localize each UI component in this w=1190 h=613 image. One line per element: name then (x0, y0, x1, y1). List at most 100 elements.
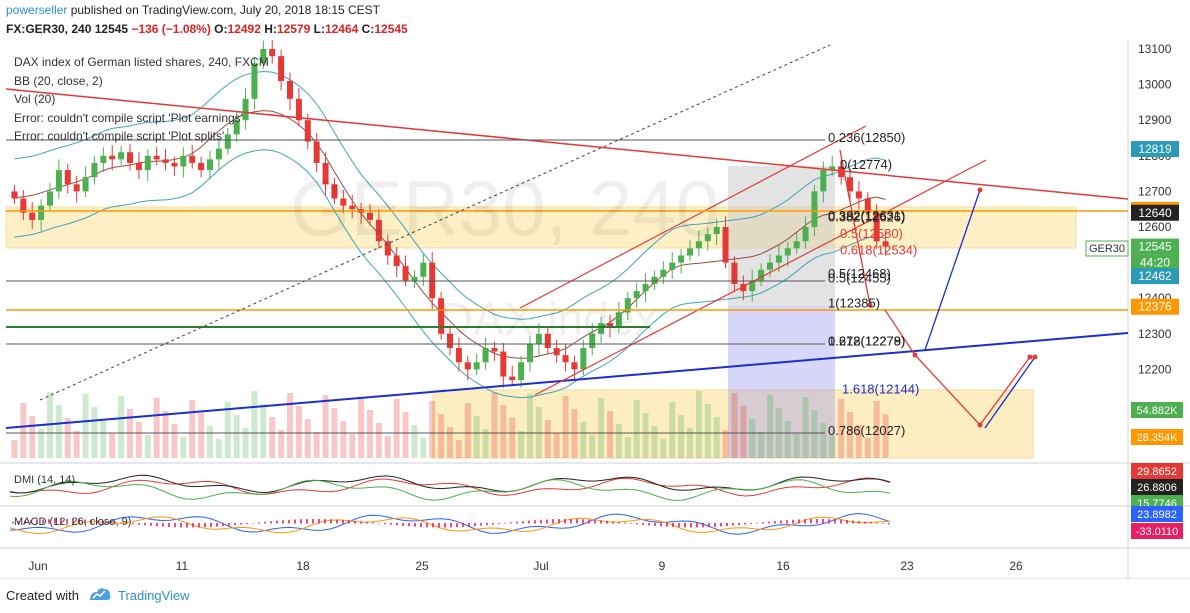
macd-histogram-bar (120, 522, 122, 524)
volume-bar (695, 391, 702, 458)
macd-histogram-bar (432, 523, 434, 528)
macd-histogram-bar (258, 522, 260, 524)
volume-bar (20, 403, 27, 458)
price-chart[interactable]: 0.236(12850) 0(12774) 0.382(12631)0.382(12… (0, 40, 1190, 578)
macd-histogram-bar (366, 521, 368, 524)
volume-bar (455, 440, 462, 458)
volume-bar (100, 420, 107, 458)
macd-histogram-bar (246, 523, 248, 525)
macd-histogram-bar (756, 522, 758, 524)
volume-bar (500, 405, 507, 458)
candle-body (429, 262, 436, 299)
price-tick-label: 12900 (1138, 113, 1172, 127)
macd-histogram-bar (270, 521, 272, 524)
macd-histogram-bar (126, 523, 128, 524)
macd-histogram-bar (30, 520, 32, 524)
volume-bar (171, 424, 178, 458)
fib-label: 0.382(12631) (828, 208, 905, 223)
volume-bar (633, 400, 640, 458)
author-link[interactable]: powerseller (6, 3, 68, 17)
arrow-head-marker (867, 302, 873, 308)
macd-histogram-bar (654, 523, 656, 526)
volume-bar (873, 401, 880, 458)
volume-bar (651, 426, 658, 458)
macd-histogram-bar (90, 519, 92, 524)
macd-histogram-bar (354, 520, 356, 524)
open-label: O: (214, 22, 228, 36)
legend-bb[interactable]: BB (20, close, 2) (14, 73, 103, 88)
macd-histogram-bar (516, 521, 518, 524)
dmi-badge (1131, 479, 1183, 495)
candle-body (740, 283, 747, 292)
candle-body (464, 362, 471, 370)
candle-body (180, 155, 187, 167)
macd-histogram-bar (360, 521, 362, 524)
macd-histogram-bar (66, 519, 68, 524)
macd-histogram-bar (138, 523, 140, 525)
time-tick-label: Jul (533, 559, 548, 573)
projection-path-red (884, 309, 1031, 427)
fib-label: 0.5(12468) (828, 266, 891, 281)
macd-histogram-bar (588, 519, 590, 524)
price-badge-text: 12545 (1138, 240, 1172, 254)
volume-badge (1131, 429, 1183, 445)
price-tick-label: 12200 (1138, 362, 1172, 376)
candle-body (562, 355, 569, 363)
macd-histogram-bar (300, 519, 302, 524)
volume-bar (207, 426, 213, 458)
macd-histogram-bar (864, 521, 866, 524)
macd-badge-text: -33.0110 (1136, 526, 1179, 538)
candle-body (775, 255, 782, 263)
tradingview-link[interactable]: TradingView (118, 588, 190, 603)
dmi-pane-label[interactable]: DMI (14, 14) (14, 474, 76, 486)
macd-histogram-bar (342, 519, 344, 524)
macd-histogram-bar (660, 523, 662, 527)
price-tick-label: 12300 (1138, 327, 1172, 341)
time-tick-label: 25 (415, 559, 429, 573)
macd-histogram-bar (762, 522, 764, 524)
macd-histogram-bar (198, 523, 200, 528)
volume-bar (55, 405, 62, 458)
volume-bar (527, 394, 533, 458)
macd-histogram-bar (252, 522, 254, 524)
macd-badge (1131, 523, 1183, 539)
candle-body (64, 170, 71, 185)
candle-body (162, 159, 169, 163)
candle-body (269, 49, 276, 57)
volume-bar (793, 434, 800, 458)
candle-body (73, 184, 80, 192)
arrow-head-marker (977, 422, 983, 428)
high-label: H: (264, 22, 277, 36)
channel-upper (519, 125, 867, 309)
volume-bar (304, 419, 311, 458)
candle-body (624, 298, 631, 313)
candle-body (251, 63, 258, 99)
macd-histogram-bar (372, 522, 374, 524)
macd-histogram-bar (678, 523, 680, 528)
macd-histogram-bar (672, 523, 674, 528)
macd-histogram-bar (606, 520, 608, 524)
candle-body (224, 134, 231, 149)
legend-vol[interactable]: Vol (20) (14, 92, 56, 106)
macd-pane-label[interactable]: MACD (12, 26, close, 9) (14, 516, 132, 528)
candle-body (669, 262, 676, 270)
macd-histogram-bar (870, 522, 872, 524)
candle-body (11, 191, 18, 199)
low-value: 12464 (324, 22, 359, 36)
candle-body (811, 191, 818, 227)
projection-arrow-down (839, 149, 871, 306)
macd-histogram-bar (264, 521, 266, 524)
volume-bar (260, 404, 267, 458)
macd-histogram-bar (318, 519, 320, 524)
macd-histogram-bar (162, 523, 164, 527)
macd-histogram-bar (708, 523, 710, 528)
price-change: −136 (−1.08%) (131, 22, 211, 36)
macd-histogram-bar (882, 523, 884, 524)
candle-body (651, 276, 658, 284)
macd-histogram-bar (780, 520, 782, 524)
volume-bar (847, 412, 853, 458)
macd-histogram-bar (546, 519, 548, 524)
volume-bar (624, 437, 631, 458)
volume-bar (473, 416, 480, 458)
candle-body (660, 269, 667, 277)
